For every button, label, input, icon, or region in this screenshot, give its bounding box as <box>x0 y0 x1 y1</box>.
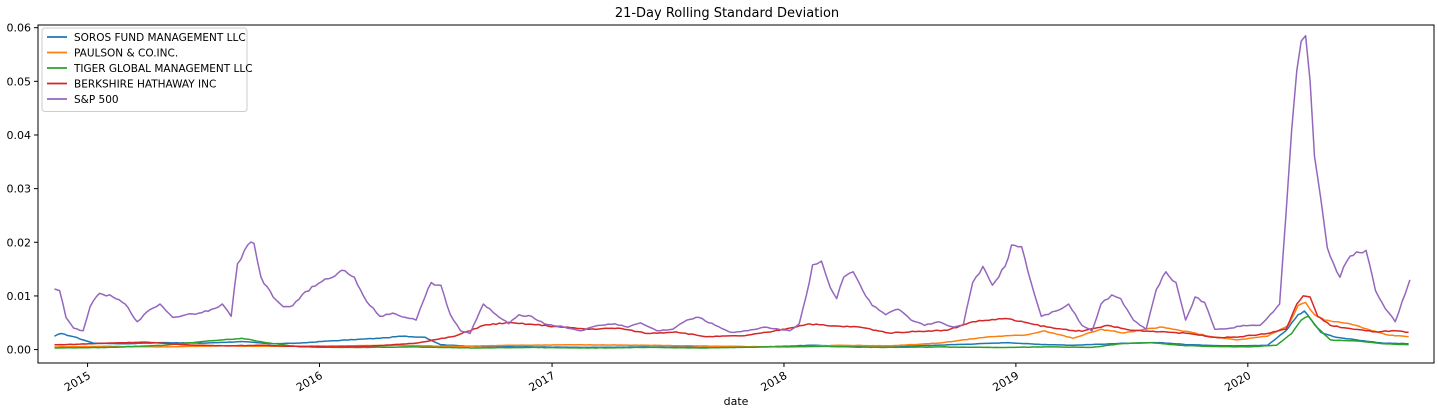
y-tick-label: 0.05 <box>7 75 32 88</box>
series-line-4 <box>54 34 1411 335</box>
x-tick-label: 2018 <box>759 369 790 394</box>
legend-entry: SOROS FUND MANAGEMENT LLC <box>74 32 246 44</box>
legend: SOROS FUND MANAGEMENT LLC PAULSON & CO.IN… <box>41 27 253 112</box>
y-tick-label: 0.06 <box>7 22 32 35</box>
x-tick-label: 2015 <box>62 369 93 394</box>
series-line-1 <box>54 301 1409 348</box>
series-line-3 <box>54 295 1409 348</box>
y-tick-label: 0.00 <box>7 344 32 357</box>
legend-entry: PAULSON & CO.INC. <box>74 48 178 60</box>
x-tick-label: 2019 <box>991 369 1022 394</box>
x-tick-label: 2016 <box>294 369 325 394</box>
plot-frame <box>37 24 1435 364</box>
x-tick-label: 2017 <box>527 369 558 394</box>
y-tick-label: 0.02 <box>7 236 32 249</box>
y-tick-label: 0.03 <box>7 183 32 196</box>
y-tick-label: 0.01 <box>7 290 32 303</box>
legend-entry: BERKSHIRE HATHAWAY INC <box>74 79 216 91</box>
series-line-0 <box>54 310 1409 349</box>
chart-title: 21-Day Rolling Standard Deviation <box>615 6 839 21</box>
y-axis: 0.00 0.01 0.02 0.03 0.04 0.05 0.06 <box>7 22 38 357</box>
x-tick-label: 2020 <box>1222 369 1253 394</box>
legend-entry: S&P 500 <box>74 94 119 106</box>
series-line-2 <box>54 315 1409 349</box>
y-tick-label: 0.04 <box>7 129 32 142</box>
legend-box <box>41 27 248 112</box>
x-axis-label: date <box>724 395 749 408</box>
plot-area <box>54 34 1411 349</box>
x-axis: 2015 2016 2017 2018 2019 2020 <box>62 363 1253 394</box>
legend-entry: TIGER GLOBAL MANAGEMENT LLC <box>73 63 253 75</box>
